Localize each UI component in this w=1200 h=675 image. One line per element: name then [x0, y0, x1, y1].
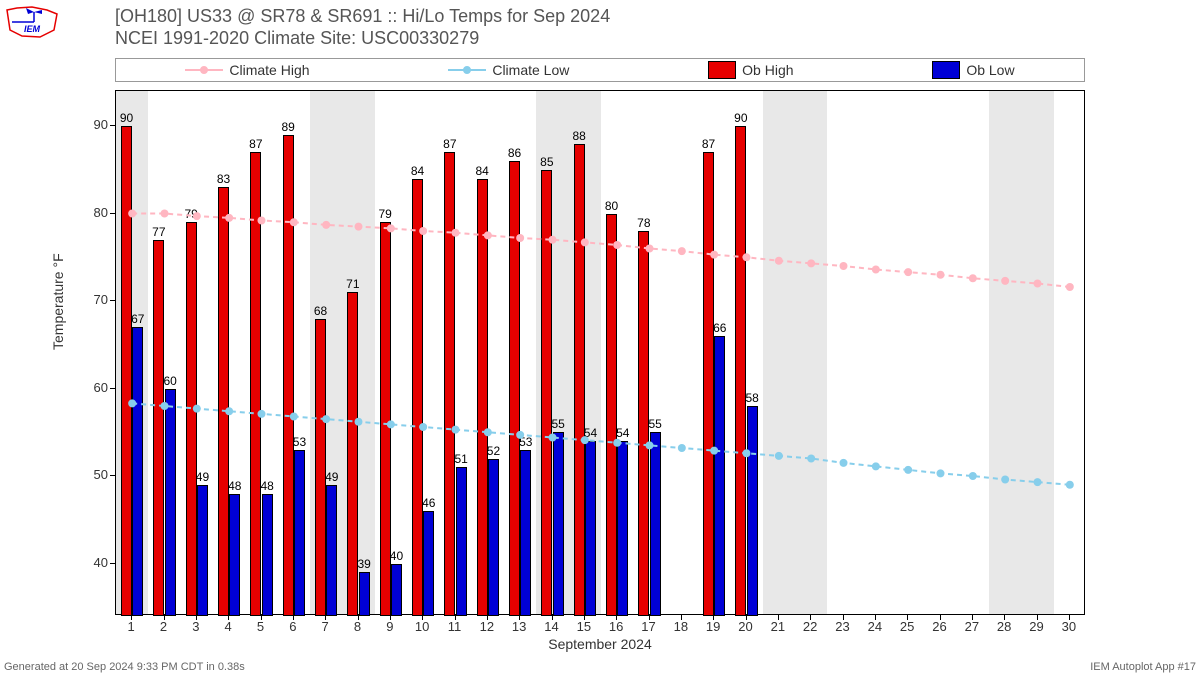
x-tick [519, 615, 520, 620]
x-tick [390, 615, 391, 620]
x-tick-label: 18 [668, 619, 694, 634]
x-tick [875, 615, 876, 620]
x-tick-label: 16 [603, 619, 629, 634]
x-tick-label: 28 [991, 619, 1017, 634]
legend-item: Climate Low [448, 62, 569, 78]
x-tick [455, 615, 456, 620]
x-tick [164, 615, 165, 620]
x-tick [713, 615, 714, 620]
y-tick-label: 70 [78, 292, 108, 307]
x-tick-label: 12 [474, 619, 500, 634]
chart-legend: Climate High Climate Low Ob High Ob Low [115, 58, 1085, 82]
svg-text:IEM: IEM [24, 24, 41, 34]
x-tick-label: 10 [409, 619, 435, 634]
y-tick [110, 300, 115, 301]
legend-item: Ob High [708, 61, 793, 79]
x-tick-label: 20 [733, 619, 759, 634]
x-tick-label: 23 [830, 619, 856, 634]
y-tick-label: 40 [78, 555, 108, 570]
x-tick [778, 615, 779, 620]
x-tick [940, 615, 941, 620]
x-tick [131, 615, 132, 620]
x-tick [584, 615, 585, 620]
y-tick [110, 213, 115, 214]
footer-generated: Generated at 20 Sep 2024 9:33 PM CDT in … [4, 661, 245, 673]
x-tick [196, 615, 197, 620]
x-tick [325, 615, 326, 620]
x-axis-label: September 2024 [115, 636, 1085, 652]
x-tick [746, 615, 747, 620]
x-tick-label: 11 [442, 619, 468, 634]
footer-app: IEM Autoplot App #17 [1090, 661, 1196, 673]
x-tick [422, 615, 423, 620]
x-tick-label: 19 [700, 619, 726, 634]
y-tick [110, 125, 115, 126]
x-tick-label: 17 [636, 619, 662, 634]
y-axis-label: Temperature °F [50, 253, 66, 350]
x-tick [1037, 615, 1038, 620]
x-tick-label: 25 [894, 619, 920, 634]
x-tick-label: 26 [927, 619, 953, 634]
x-tick [1004, 615, 1005, 620]
iem-logo: IEM [2, 2, 62, 42]
x-tick [487, 615, 488, 620]
y-tick [110, 388, 115, 389]
x-tick-label: 5 [248, 619, 274, 634]
x-tick [552, 615, 553, 620]
x-tick [616, 615, 617, 620]
x-tick [649, 615, 650, 620]
x-tick-label: 13 [506, 619, 532, 634]
x-tick-label: 15 [571, 619, 597, 634]
legend-item: Climate High [185, 62, 309, 78]
x-tick [358, 615, 359, 620]
x-tick [293, 615, 294, 620]
chart-plot-area: 9077798387896871798487848685888078879067… [115, 90, 1085, 615]
y-tick-label: 50 [78, 467, 108, 482]
x-tick-label: 7 [312, 619, 338, 634]
x-tick [972, 615, 973, 620]
y-tick-label: 80 [78, 205, 108, 220]
x-tick-label: 2 [151, 619, 177, 634]
y-tick [110, 475, 115, 476]
x-tick [810, 615, 811, 620]
y-tick [110, 563, 115, 564]
chart-title: [OH180] US33 @ SR78 & SR691 :: Hi/Lo Tem… [115, 6, 610, 27]
x-tick-label: 30 [1056, 619, 1082, 634]
x-tick-label: 14 [539, 619, 565, 634]
y-tick-label: 60 [78, 380, 108, 395]
chart-subtitle: NCEI 1991-2020 Climate Site: USC00330279 [115, 28, 479, 49]
x-tick-label: 1 [118, 619, 144, 634]
x-tick [681, 615, 682, 620]
x-tick-label: 9 [377, 619, 403, 634]
x-tick-label: 3 [183, 619, 209, 634]
climate-lines [116, 91, 1084, 614]
x-tick-label: 27 [959, 619, 985, 634]
x-tick [261, 615, 262, 620]
x-tick-label: 6 [280, 619, 306, 634]
x-tick-label: 24 [862, 619, 888, 634]
x-tick-label: 29 [1024, 619, 1050, 634]
x-tick [228, 615, 229, 620]
x-tick-label: 22 [797, 619, 823, 634]
y-tick-label: 90 [78, 117, 108, 132]
x-tick-label: 4 [215, 619, 241, 634]
x-tick [907, 615, 908, 620]
x-tick-label: 21 [765, 619, 791, 634]
legend-item: Ob Low [932, 61, 1014, 79]
x-tick-label: 8 [345, 619, 371, 634]
x-tick [1069, 615, 1070, 620]
x-tick [843, 615, 844, 620]
